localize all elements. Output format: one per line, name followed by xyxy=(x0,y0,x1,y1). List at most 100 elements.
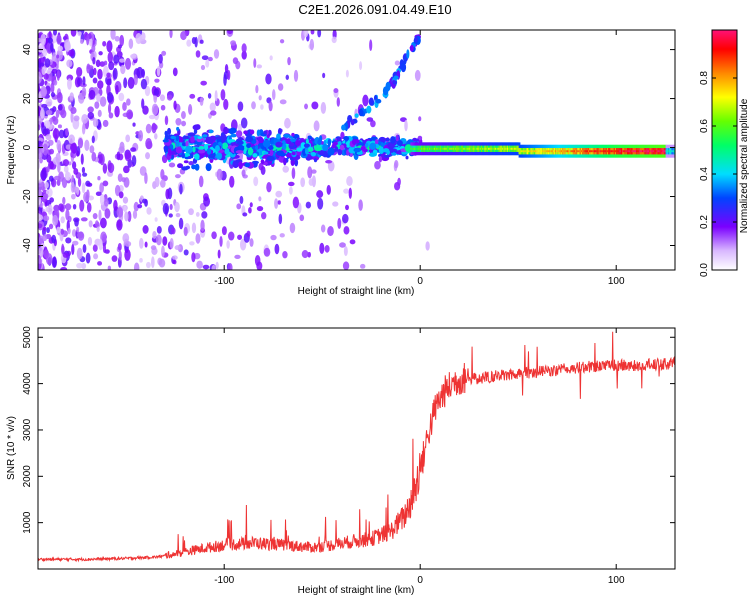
spectral-blob xyxy=(316,190,324,199)
spectral-blob xyxy=(389,148,397,152)
spectral-blob xyxy=(153,93,158,103)
spectral-blob xyxy=(48,160,54,170)
spectral-blob xyxy=(47,139,54,146)
spectral-blob xyxy=(82,172,88,177)
spectral-blob xyxy=(161,50,167,56)
spectral-blob xyxy=(214,90,218,102)
spectral-blob xyxy=(252,153,258,158)
spectral-blob xyxy=(188,104,193,115)
spectral-blob xyxy=(209,102,216,112)
spectral-blob xyxy=(274,198,279,209)
spectral-blob xyxy=(243,130,248,135)
spectral-blob xyxy=(180,31,187,41)
spectral-blob xyxy=(79,38,84,45)
spectral-blob xyxy=(102,180,109,187)
spectral-blob xyxy=(40,169,47,181)
spectral-blob xyxy=(366,117,374,122)
spectral-blob xyxy=(256,129,261,137)
spectral-blob xyxy=(227,69,231,81)
spectral-blob xyxy=(112,67,118,80)
spectral-blob xyxy=(263,151,269,155)
spectral-blob xyxy=(324,244,330,253)
spectral-blob xyxy=(303,143,310,148)
spectral-blob xyxy=(145,123,152,134)
spectral-blob xyxy=(255,84,259,94)
spectral-blob xyxy=(262,139,271,148)
spectral-blob xyxy=(175,117,182,126)
spectral-blob xyxy=(55,109,60,119)
spectral-blob xyxy=(79,199,85,212)
spectral-blob xyxy=(80,153,84,165)
spectral-blob xyxy=(140,68,145,78)
spectral-blob xyxy=(294,158,299,167)
spectral-blob xyxy=(144,172,148,185)
spectral-blob xyxy=(156,225,162,234)
spectral-blob xyxy=(87,106,94,113)
spectral-blob xyxy=(311,101,319,110)
spectral-blob xyxy=(168,162,176,168)
spectral-blob xyxy=(156,65,161,77)
spectral-blob xyxy=(124,211,129,222)
spectral-blob xyxy=(393,75,399,80)
spectral-blob xyxy=(269,55,273,61)
spectral-blob xyxy=(291,132,295,137)
spectral-blob xyxy=(415,138,419,142)
spectral-blob xyxy=(362,94,369,107)
spectral-blob xyxy=(228,231,235,241)
spectral-blob xyxy=(140,78,148,90)
spectral-blob xyxy=(86,202,92,213)
spectral-blob xyxy=(346,176,353,187)
spectral-blob xyxy=(73,115,80,122)
spectral-blob xyxy=(76,150,80,157)
spectral-blob xyxy=(61,177,68,189)
spectral-blob xyxy=(360,145,366,151)
spectral-blob xyxy=(174,201,180,213)
spectral-blob xyxy=(68,161,72,166)
spectral-blob xyxy=(186,39,192,47)
spectral-blob xyxy=(48,30,52,40)
spectral-blob xyxy=(370,120,376,128)
spectral-blob xyxy=(97,176,101,181)
spectral-blob xyxy=(151,103,159,116)
spectral-blob xyxy=(266,155,275,162)
spectral-blob xyxy=(99,182,104,194)
y-tick-label: 3000 xyxy=(22,418,33,441)
spectral-blob xyxy=(54,134,58,143)
spectral-blob xyxy=(154,176,160,188)
spectral-blob xyxy=(278,153,287,157)
spectral-blob xyxy=(56,226,61,234)
spectral-blob xyxy=(211,231,217,240)
spectral-blob xyxy=(317,139,322,146)
spectral-blob xyxy=(144,241,148,248)
spectral-blob xyxy=(240,117,248,129)
spectral-blob xyxy=(343,226,350,235)
spectral-blob xyxy=(96,93,101,103)
spectral-blob xyxy=(45,134,52,141)
spectral-blob xyxy=(187,132,196,137)
spectral-blob xyxy=(169,203,173,211)
spectral-blob xyxy=(356,151,364,155)
spectral-blob xyxy=(45,109,53,116)
spectral-blob xyxy=(65,144,72,150)
spectral-blob xyxy=(92,244,98,252)
spectral-blob xyxy=(305,201,312,209)
spectral-blob xyxy=(260,104,264,110)
spectral-blob xyxy=(239,195,244,205)
spectral-blob xyxy=(56,54,60,59)
spectral-blob xyxy=(176,126,180,131)
spectral-blob xyxy=(48,175,54,182)
spectral-blob xyxy=(246,143,252,149)
snr-y-label: SNR (10 * v/v) xyxy=(6,416,17,480)
spectral-blob xyxy=(57,92,63,104)
spectral-blob xyxy=(365,142,369,148)
spectral-blob xyxy=(193,153,200,160)
spectral-blob xyxy=(258,95,262,101)
spectral-blob xyxy=(175,141,180,147)
spectral-blob xyxy=(76,262,83,269)
spectral-blob xyxy=(127,210,132,223)
spectral-blob xyxy=(343,188,350,194)
spectral-blob xyxy=(117,220,122,228)
spectral-blob xyxy=(74,218,79,227)
x-tick-label: 100 xyxy=(608,575,625,586)
spectral-blob xyxy=(234,254,241,260)
